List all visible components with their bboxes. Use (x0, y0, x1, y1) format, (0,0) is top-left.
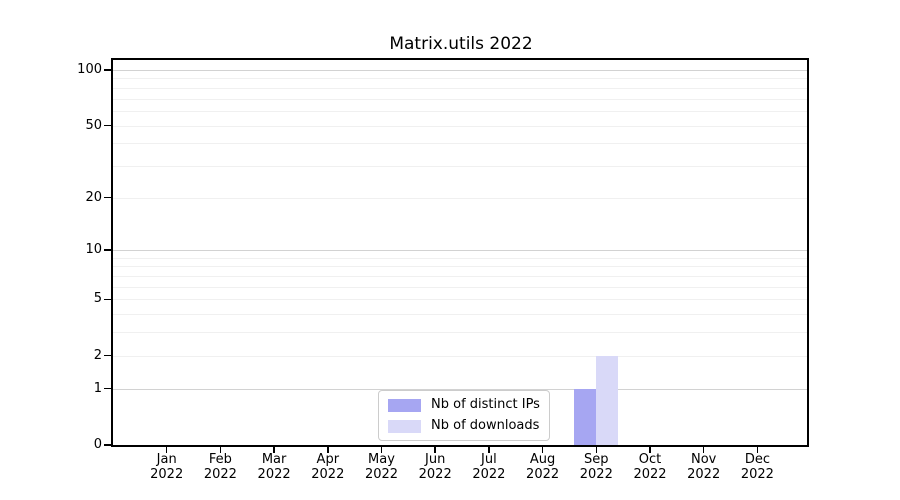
bar-downloads-sep (596, 355, 619, 445)
legend-item-downloads: Nb of downloads (388, 418, 540, 434)
gridline-minor (113, 125, 807, 127)
x-tick-mark (488, 447, 490, 453)
x-tick-mark (327, 447, 329, 453)
x-tick-label: May 2022 (350, 452, 414, 482)
y-tick-mark (104, 124, 111, 127)
y-tick-mark (104, 298, 111, 301)
gridline-minor (113, 98, 807, 100)
gridline-minor (113, 266, 807, 268)
x-tick-label-year: 2022 (311, 467, 345, 482)
x-tick-mark (434, 447, 436, 453)
x-tick-label: Jan 2022 (135, 452, 199, 482)
x-tick-label-year: 2022 (364, 467, 399, 482)
x-tick-mark (702, 447, 705, 453)
y-tick-label: 2 (93, 347, 102, 363)
gridline-minor (113, 299, 807, 301)
y-tick-label: 100 (77, 62, 102, 77)
x-tick-label-month: Jan (156, 452, 177, 467)
x-tick-mark (649, 447, 651, 453)
x-tick-label-month: Jun (425, 452, 446, 467)
y-tick-label: 10 (85, 242, 102, 258)
gridline-minor (113, 355, 807, 357)
x-tick-label-year: 2022 (633, 467, 667, 482)
gridline-major (113, 70, 807, 71)
x-tick-label-year: 2022 (579, 467, 613, 482)
gridline-minor (113, 197, 807, 199)
gridline-minor (113, 143, 807, 145)
y-tick-mark (104, 354, 111, 357)
x-tick-label-year: 2022 (257, 467, 291, 482)
x-tick-label-month: Dec (744, 452, 770, 467)
x-tick-label-month: Sep (584, 452, 609, 467)
bar-distinct-ips-sep (574, 388, 597, 445)
x-tick-label-year: 2022 (150, 467, 184, 482)
legend-swatch-downloads (388, 419, 421, 433)
gridline-major (113, 388, 807, 390)
x-tick-label: Feb 2022 (188, 452, 252, 482)
gridline-minor (113, 110, 807, 112)
x-tick-label: Jun 2022 (403, 452, 467, 482)
x-tick-label-month: Aug (529, 452, 556, 467)
y-tick-label: 20 (85, 189, 102, 205)
x-tick-mark (219, 447, 222, 453)
x-tick-mark (165, 447, 168, 453)
x-tick-mark (595, 447, 598, 453)
gridline-minor (113, 78, 807, 80)
x-tick-label: Mar 2022 (242, 452, 306, 482)
legend-label-downloads: Nb of downloads (431, 418, 540, 433)
y-tick-label: 1 (93, 380, 102, 396)
x-tick-label: Sep 2022 (564, 452, 628, 482)
plot-area (111, 58, 809, 447)
legend-item-distinct-ips: Nb of distinct IPs (388, 397, 540, 413)
y-tick-mark (104, 196, 111, 199)
x-tick-label: Nov 2022 (672, 452, 736, 482)
x-tick-label-year: 2022 (526, 467, 560, 482)
x-tick-mark (380, 447, 383, 453)
gridline-minor (113, 314, 807, 316)
x-tick-label-year: 2022 (203, 467, 237, 482)
y-tick-label: 5 (93, 291, 102, 307)
x-tick-label-month: Jul (481, 452, 497, 467)
y-tick-label: 0 (93, 437, 102, 452)
x-tick-mark (541, 447, 544, 453)
x-tick-label-month: Nov (691, 452, 717, 467)
legend-label-distinct-ips: Nb of distinct IPs (431, 397, 540, 412)
gridline-minor (113, 332, 807, 334)
x-tick-label-month: Apr (316, 452, 340, 467)
x-tick-label-month: Feb (208, 452, 232, 467)
gridline-minor (113, 257, 807, 259)
legend: Nb of distinct IPs Nb of downloads (378, 390, 550, 441)
x-tick-mark (273, 447, 275, 453)
x-tick-label-month: May (368, 452, 395, 467)
y-tick-mark (104, 387, 111, 390)
gridline-major (113, 250, 807, 252)
x-tick-label: Aug 2022 (511, 452, 575, 482)
gridline-minor (113, 87, 807, 89)
x-tick-label-month: Mar (261, 452, 287, 467)
y-tick-mark (104, 444, 111, 446)
x-tick-label: Oct 2022 (618, 452, 682, 482)
x-tick-label-year: 2022 (687, 467, 721, 482)
x-tick-label: Apr 2022 (296, 452, 360, 482)
x-tick-label: Jul 2022 (457, 452, 521, 482)
legend-swatch-distinct-ips (388, 398, 421, 412)
y-tick-label: 50 (85, 117, 102, 133)
y-tick-mark (104, 69, 111, 71)
x-tick-label-year: 2022 (472, 467, 506, 482)
x-tick-label: Dec 2022 (725, 452, 789, 482)
x-tick-label-year: 2022 (740, 467, 774, 482)
y-tick-mark (104, 249, 111, 251)
x-tick-mark (756, 447, 759, 453)
gridline-minor (113, 165, 807, 167)
gridline-minor (113, 286, 807, 288)
gridline-minor (113, 276, 807, 278)
x-tick-label-year: 2022 (418, 467, 452, 482)
chart-title: Matrix.utils 2022 (389, 34, 533, 54)
x-tick-label-month: Oct (638, 452, 662, 467)
